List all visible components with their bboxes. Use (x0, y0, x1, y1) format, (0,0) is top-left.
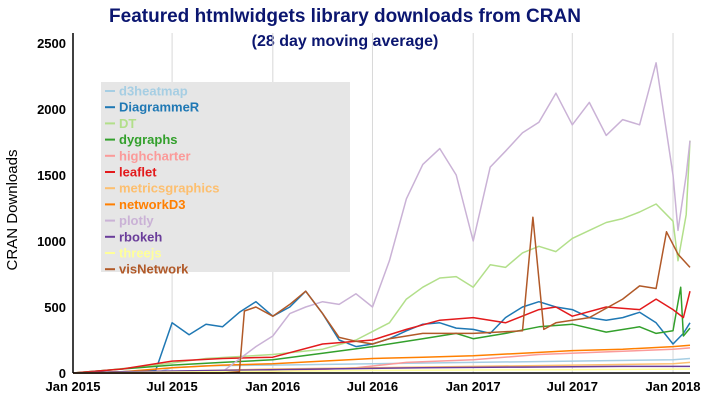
x-tick-label: Jan 2018 (646, 379, 701, 394)
legend-label: d3heatmap (119, 84, 188, 99)
series-line-plotly (73, 62, 691, 374)
legend-box (101, 82, 350, 272)
x-tick-label: Jul 2015 (146, 379, 197, 394)
x-tick-label: Jan 2016 (245, 379, 300, 394)
legend-label: leaflet (119, 165, 157, 180)
y-axis-label: CRAN Downloads (4, 150, 21, 271)
series-line-d3heatmap (73, 357, 691, 374)
legend-label: metricsgraphics (119, 181, 219, 196)
legend-label: plotly (119, 213, 154, 228)
series-line-leaflet (72, 291, 691, 374)
x-tick-label: Jan 2017 (446, 379, 501, 394)
series-line-visNetwork (73, 216, 691, 374)
axes: Jan 2015 Jul 2015 Jan 2016 Jul 2016 Jan 2017… (37, 33, 700, 394)
x-tick-label: Jul 2016 (347, 379, 398, 394)
series-line-networkD3 (72, 344, 691, 374)
x-tick-label: Jul 2017 (547, 379, 598, 394)
y-tick-label: 2000 (37, 102, 66, 117)
series-line-threejs (72, 368, 691, 374)
y-tick-label: 1000 (37, 234, 66, 249)
legend-label: dygraphs (119, 132, 178, 147)
y-tick-label: 2500 (37, 36, 66, 51)
legend-label: rbokeh (119, 229, 162, 244)
series-line-dygraphs (72, 286, 691, 374)
chart-subtitle: (28 day moving average) (252, 33, 439, 50)
legend-label: visNetwork (119, 262, 189, 277)
legend-label: DT (119, 116, 136, 131)
legend: d3heatmapDiagrammeRDTdygraphshighcharter… (101, 82, 350, 277)
y-tick-label: 0 (59, 366, 66, 381)
legend-label: highcharter (119, 148, 191, 163)
x-tick-label: Jan 2015 (46, 379, 101, 394)
legend-label: networkD3 (119, 197, 185, 212)
y-tick-label: 500 (44, 300, 66, 315)
y-tick-label: 1500 (37, 168, 66, 183)
legend-label: threejs (119, 246, 162, 261)
series-line-rbokeh (72, 365, 690, 374)
chart-title: Featured htmlwidgets library downloads f… (109, 6, 581, 27)
legend-label: DiagrammeR (119, 100, 200, 115)
series-line-DT (72, 140, 691, 374)
